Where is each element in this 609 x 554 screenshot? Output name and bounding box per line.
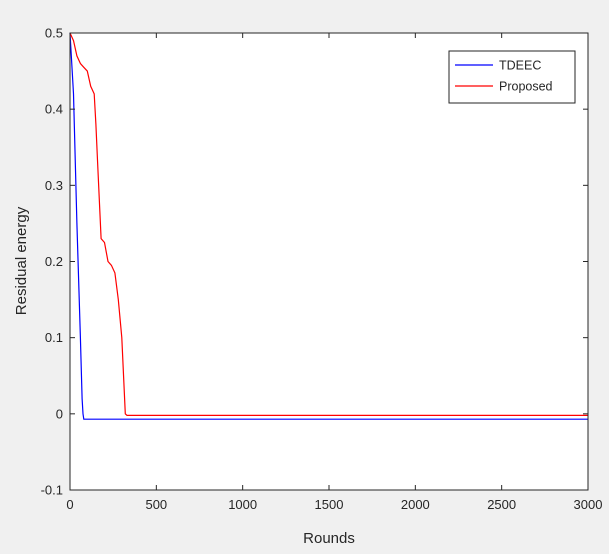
legend-box [448, 50, 576, 104]
tick-layer: 0 500 1000 1500 2000 2500 3000-0.100.10.20.30.… [41, 26, 603, 513]
legend: TDEEC Proposed [448, 50, 576, 104]
y-tick-label: 0.4 [45, 102, 63, 117]
x-axis-label: Rounds [303, 530, 355, 547]
y-axis-label: Residual energy [13, 206, 30, 315]
series-line-tdeec [69, 32, 588, 420]
y-tick-label: -0.1 [41, 483, 63, 498]
y-tick-label: 0.5 [45, 26, 63, 41]
x-tick-label: 0 [66, 497, 73, 512]
series-layer [69, 32, 588, 420]
legend-label-tdeec: TDEEC [499, 59, 541, 73]
plot-area [70, 33, 588, 490]
x-tick-label: 3000 [574, 497, 603, 512]
x-tick-label: 2500 [487, 497, 516, 512]
x-tick-label: 1500 [315, 497, 344, 512]
legend-label-proposed: Proposed [499, 80, 553, 94]
y-tick-label: 0.3 [45, 178, 63, 193]
y-tick-label: 0 [56, 406, 63, 421]
x-tick-label: 2000 [401, 497, 430, 512]
y-tick-label: 0.2 [45, 254, 63, 269]
series-line-proposed [69, 32, 588, 416]
x-tick-label: 1000 [228, 497, 257, 512]
x-tick-label: 500 [145, 497, 167, 512]
y-tick-label: 0.1 [45, 330, 63, 345]
